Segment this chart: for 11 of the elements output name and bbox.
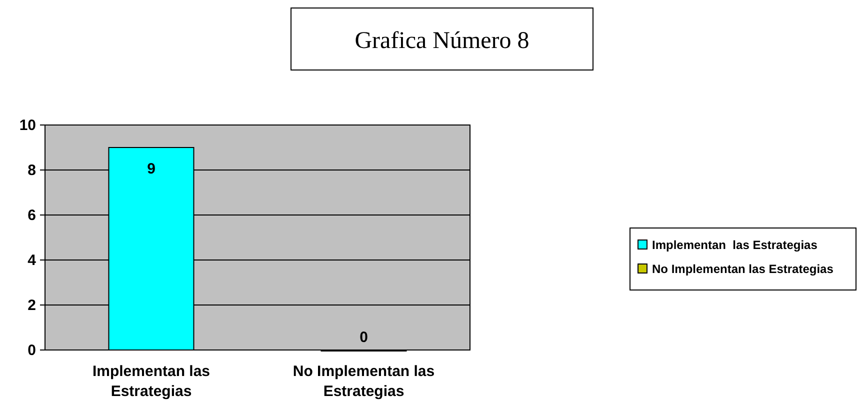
y-tick-label: 0 (28, 342, 36, 359)
y-tick-label: 2 (28, 297, 36, 314)
data-label: 0 (360, 329, 368, 346)
y-tick-label: 4 (28, 252, 37, 269)
y-tick-label: 8 (28, 162, 36, 179)
y-tick-label: 10 (19, 117, 36, 134)
legend-label: Implementan las Estrategias (652, 238, 818, 252)
legend-label: No Implementan las Estrategias (652, 262, 834, 276)
y-tick-label: 6 (28, 207, 36, 224)
data-label: 9 (147, 160, 156, 178)
chart-title: Grafica Número 8 (354, 28, 530, 54)
